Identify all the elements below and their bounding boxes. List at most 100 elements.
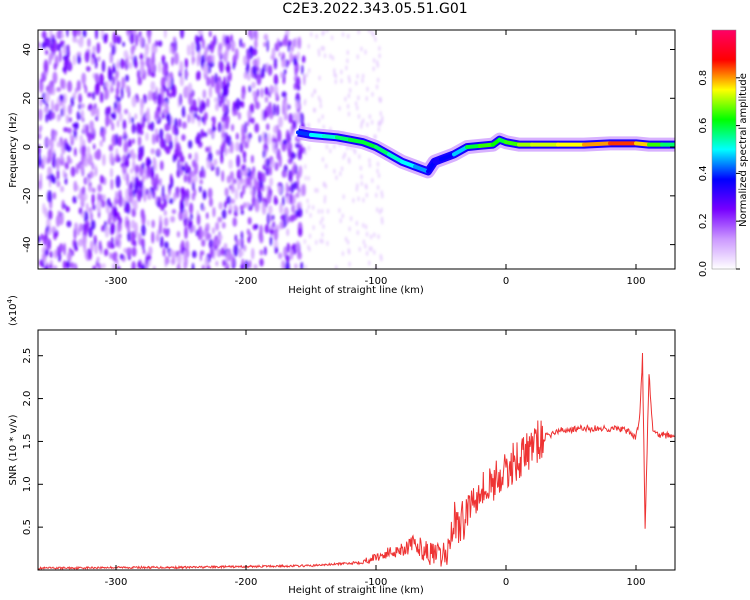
heatmap-cell bbox=[320, 45, 324, 51]
heatmap-cell bbox=[215, 149, 221, 156]
heatmap-cell bbox=[56, 141, 62, 148]
heatmap-cell bbox=[45, 113, 49, 123]
heatmap-cell bbox=[303, 73, 306, 86]
heatmap-cell bbox=[94, 30, 99, 40]
heatmap-cell bbox=[123, 130, 127, 137]
heatmap-cell bbox=[206, 76, 211, 87]
heatmap-cell bbox=[228, 159, 233, 169]
heatmap-cell bbox=[285, 59, 289, 68]
heatmap-cell bbox=[218, 42, 223, 51]
heatmap-cell bbox=[61, 199, 65, 210]
heatmap-cell bbox=[312, 225, 315, 231]
heatmap-cell bbox=[264, 136, 268, 145]
heatmap-cell bbox=[67, 127, 72, 134]
heatmap-cell bbox=[55, 157, 60, 170]
heatmap-cell bbox=[368, 114, 372, 120]
heatmap-cell bbox=[127, 62, 133, 70]
heatmap-cell bbox=[347, 249, 351, 255]
heatmap-cell bbox=[221, 221, 226, 229]
heatmap-cell bbox=[191, 250, 197, 259]
heatmap-cell bbox=[283, 246, 288, 258]
heatmap-cell bbox=[278, 154, 282, 168]
heatmap-cell bbox=[181, 105, 186, 118]
heatmap-cell bbox=[321, 114, 324, 120]
heatmap-cell bbox=[90, 124, 95, 134]
heatmap-cell bbox=[240, 209, 244, 215]
heatmap-cell bbox=[118, 237, 122, 249]
heatmap-cell bbox=[83, 156, 89, 168]
heatmap-cell bbox=[113, 107, 117, 114]
heatmap-cell bbox=[116, 35, 122, 45]
heatmap-cell bbox=[286, 242, 291, 253]
heatmap-cell bbox=[130, 230, 136, 237]
heatmap-cell bbox=[271, 141, 276, 153]
heatmap-cell bbox=[187, 82, 193, 96]
heatmap-cell bbox=[359, 165, 363, 171]
heatmap-cell bbox=[38, 124, 43, 132]
heatmap-cell bbox=[250, 102, 255, 114]
heatmap-cell bbox=[218, 234, 223, 241]
heatmap-cell bbox=[133, 199, 138, 211]
heatmap-cell bbox=[80, 163, 84, 175]
heatmap-cell bbox=[246, 121, 250, 127]
heatmap-cell bbox=[285, 255, 290, 263]
heatmap-cell bbox=[242, 184, 246, 195]
heatmap-cell bbox=[97, 262, 102, 269]
heatmap-cell bbox=[116, 153, 120, 162]
heatmap-cell bbox=[207, 187, 213, 199]
heatmap-cell bbox=[190, 41, 195, 52]
heatmap-cell bbox=[322, 45, 325, 51]
heatmap-cell bbox=[131, 123, 136, 134]
signal-trace-segment bbox=[361, 140, 378, 150]
heatmap-cell bbox=[96, 107, 100, 119]
heatmap-cell bbox=[264, 96, 269, 103]
heatmap-cell bbox=[230, 253, 234, 267]
heatmap-cell bbox=[63, 126, 69, 133]
heatmap-cell bbox=[85, 66, 91, 72]
heatmap-cell bbox=[176, 263, 181, 269]
heatmap-cell bbox=[124, 108, 129, 115]
heatmap-cell bbox=[90, 58, 95, 66]
signal-trace-segment bbox=[478, 142, 495, 148]
heatmap-cell bbox=[365, 231, 369, 237]
heatmap-cell bbox=[145, 132, 149, 141]
heatmap-cell bbox=[331, 55, 335, 61]
heatmap-cell bbox=[184, 71, 189, 78]
heatmap-cell bbox=[79, 103, 85, 109]
heatmap-cell bbox=[152, 265, 156, 269]
heatmap-cell bbox=[297, 207, 303, 218]
heatmap-cell bbox=[194, 174, 198, 183]
heatmap-cell bbox=[133, 222, 138, 235]
heatmap-cell bbox=[82, 234, 87, 247]
heatmap-y-tick-label: -20 bbox=[22, 188, 33, 204]
heatmap-cell bbox=[176, 186, 180, 199]
heatmap-cell bbox=[47, 109, 53, 121]
heatmap-cell bbox=[349, 216, 353, 222]
heatmap-cell bbox=[142, 185, 146, 194]
heatmap-cell bbox=[286, 140, 292, 153]
heatmap-cell bbox=[126, 203, 130, 211]
heatmap-cell bbox=[201, 264, 206, 269]
snr-x-tick-label: -300 bbox=[105, 577, 128, 588]
heatmap-cell bbox=[189, 213, 193, 220]
heatmap-cell bbox=[220, 81, 225, 89]
heatmap-cell bbox=[196, 132, 201, 145]
page-title: C2E3.2022.343.05.51.G01 bbox=[282, 1, 468, 17]
heatmap-cell bbox=[147, 219, 150, 227]
snr-y-tick-label: 2.0 bbox=[22, 391, 33, 407]
heatmap-cell bbox=[344, 236, 348, 242]
heatmap-x-tick-label: 0 bbox=[503, 276, 509, 287]
heatmap-cell bbox=[121, 76, 126, 89]
heatmap-cell bbox=[74, 222, 78, 231]
heatmap-cell bbox=[260, 87, 264, 98]
heatmap-cell bbox=[178, 118, 182, 128]
snr-panel: -300 -200 -100 0 100 0.5 1.0 1.5 2.0 2.5 Height … bbox=[6, 295, 676, 596]
heatmap-cell bbox=[203, 131, 208, 138]
heatmap-cell bbox=[128, 112, 131, 125]
heatmap-cell bbox=[272, 103, 276, 116]
signal-trace-segment bbox=[335, 135, 352, 142]
heatmap-cell bbox=[269, 165, 273, 176]
heatmap-cell bbox=[243, 71, 248, 80]
heatmap-cell bbox=[66, 30, 69, 38]
heatmap-cell bbox=[233, 244, 239, 257]
